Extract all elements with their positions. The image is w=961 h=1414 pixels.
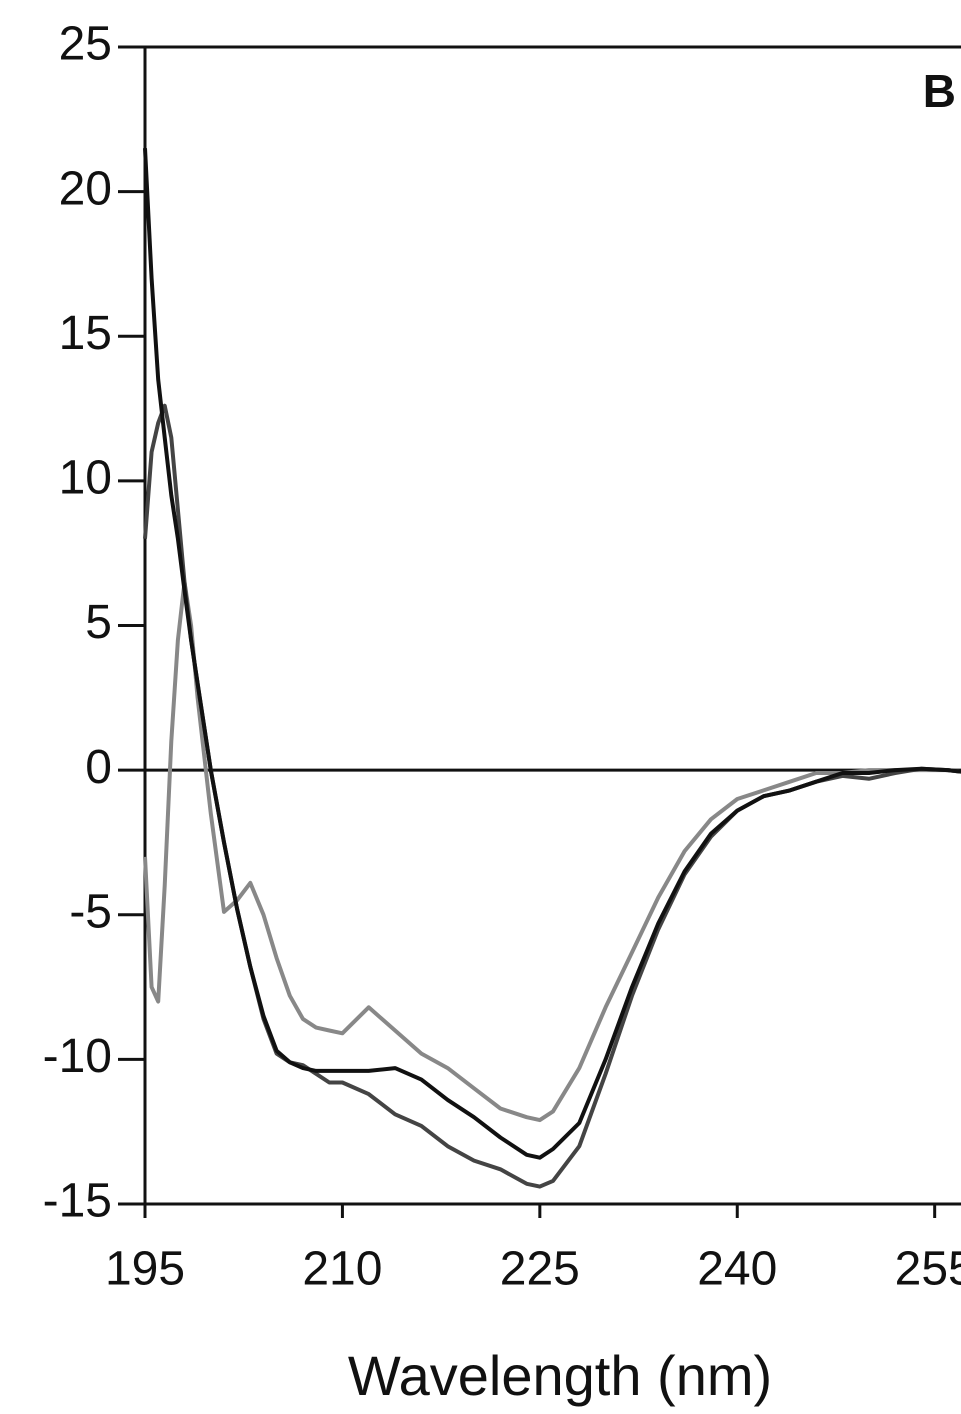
y-tick-label: -5 xyxy=(69,885,112,938)
x-tick-label: 195 xyxy=(105,1243,185,1296)
y-tick-label: 20 xyxy=(59,162,112,215)
y-tick-label: -15 xyxy=(43,1175,112,1228)
y-tick-label: 25 xyxy=(59,18,112,71)
x-tick-label: 255 xyxy=(895,1243,961,1296)
series-line xyxy=(143,580,961,1123)
x-tick-label: 225 xyxy=(500,1243,580,1296)
x-axis-label: Wavelength (nm) xyxy=(348,1344,772,1407)
y-tick-label: 0 xyxy=(85,741,112,794)
y-tick-label: 15 xyxy=(59,307,112,360)
x-tick-label: 210 xyxy=(302,1243,382,1296)
series-line xyxy=(143,148,961,1160)
y-tick-label: 5 xyxy=(85,596,112,649)
y-tick-label: -10 xyxy=(43,1030,112,1083)
y-tick-label: 10 xyxy=(59,452,112,505)
series-line xyxy=(143,403,961,1189)
x-tick-label: 240 xyxy=(697,1243,777,1296)
panel-label: B xyxy=(923,65,956,117)
